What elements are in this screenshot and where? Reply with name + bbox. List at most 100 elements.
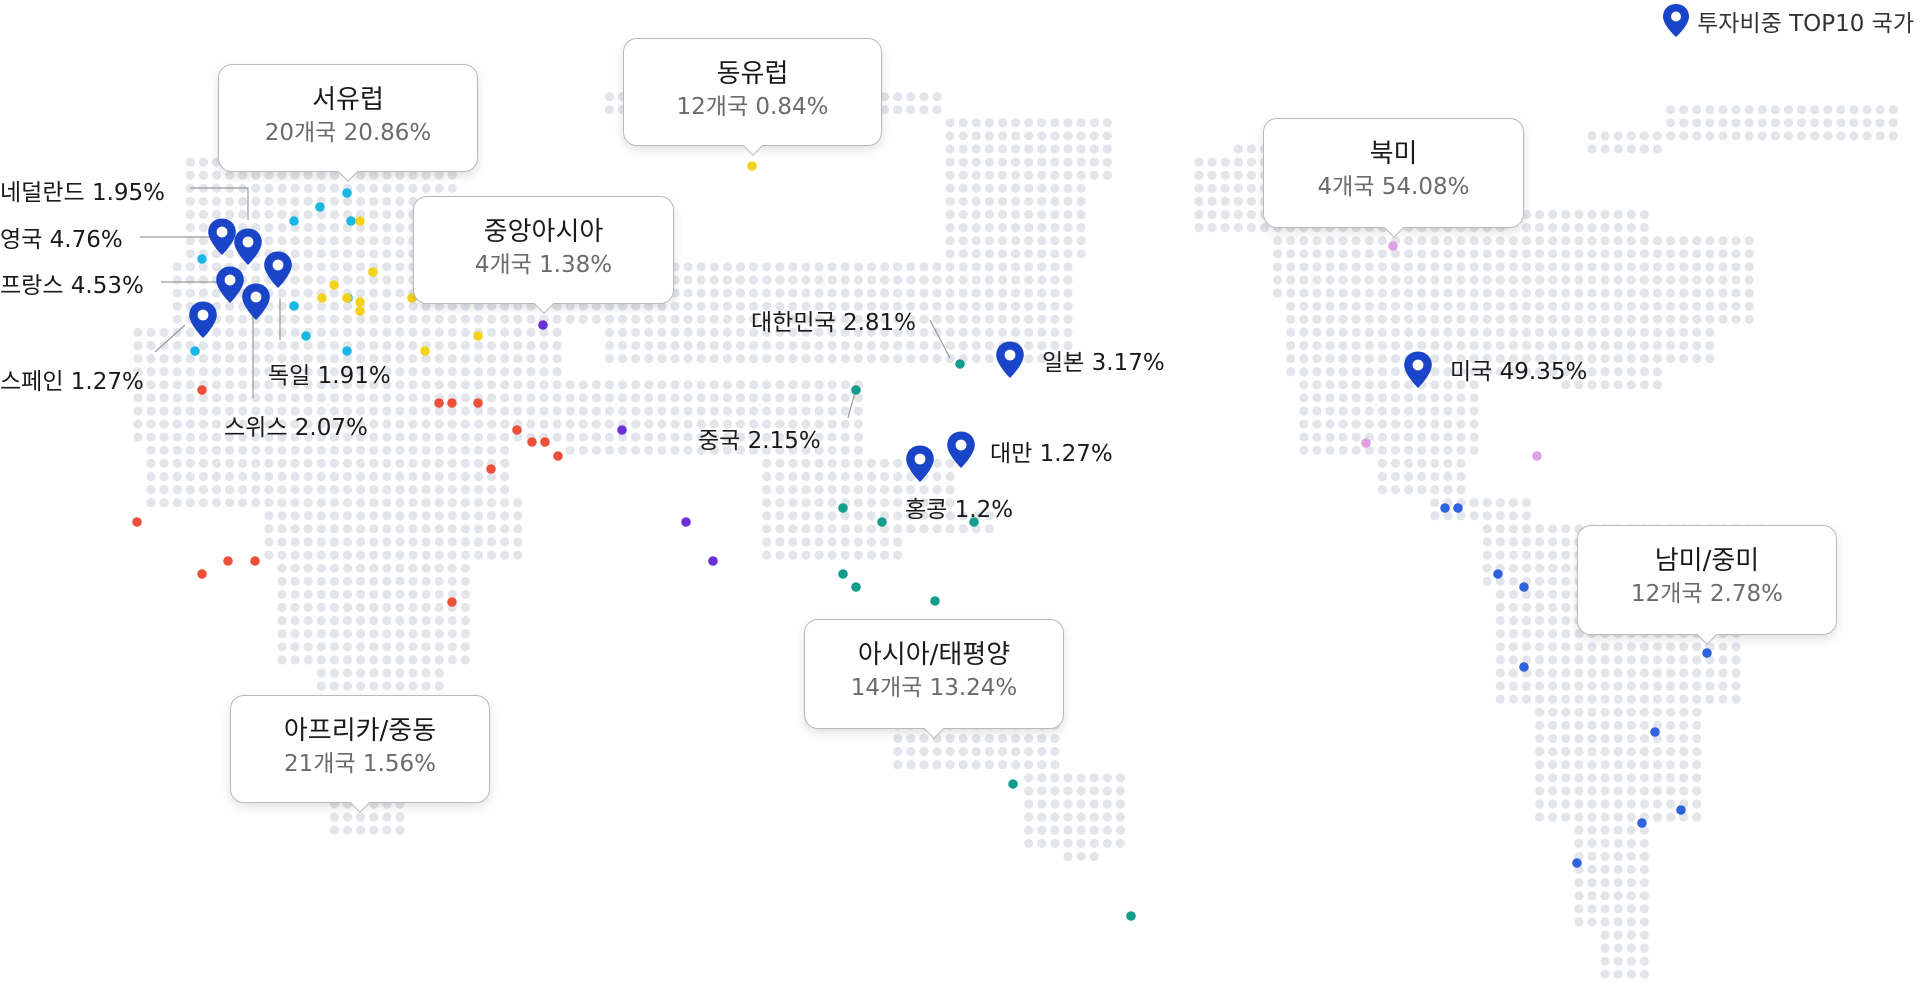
map-dot-1613 [500, 393, 510, 403]
map-dot-1157 [369, 327, 379, 337]
map-dot-1938 [251, 458, 261, 468]
region-dot-western_europe-9 [346, 216, 356, 226]
map-dot-1085 [840, 314, 850, 324]
map-dot-998 [1286, 301, 1296, 311]
map-dot-997 [1063, 301, 1073, 311]
map-dot-230 [369, 170, 379, 180]
map-dot-2851 [1024, 733, 1034, 744]
map-dot-1117 [1469, 314, 1479, 324]
map-dot-1350 [225, 354, 235, 364]
map-dot-1204 [1024, 327, 1034, 337]
map-dot-84 [1679, 118, 1689, 128]
map-dot-136 [1875, 131, 1885, 141]
map-dot-1774 [775, 419, 785, 429]
map-dot-1244 [172, 340, 182, 351]
map-dot-2745 [1561, 694, 1571, 704]
region-callout-latin-america[interactable]: 남미/중미 12개국 2.78% [1577, 525, 1837, 635]
region-dot-eastern_europe-9 [420, 346, 430, 356]
map-dot-380 [1024, 209, 1034, 220]
map-dot-901 [1390, 288, 1401, 298]
map-dot-2389 [382, 576, 392, 586]
map-dot-683 [1312, 262, 1322, 272]
map-dot-441 [1220, 223, 1230, 233]
map-dot-239 [971, 170, 981, 180]
map-dot-1540 [565, 380, 575, 390]
map-dot-1690 [591, 406, 602, 416]
map-dot-1659 [185, 406, 195, 416]
map-dot-1913 [827, 445, 837, 455]
map-dot-481 [290, 236, 300, 246]
map-dot-2317 [840, 550, 850, 560]
map-dot-242 [1011, 170, 1021, 180]
map-dot-1031 [1718, 301, 1728, 311]
map-dot-69 [1888, 105, 1898, 115]
map-dot-768 [840, 275, 850, 285]
map-dot-96 [1836, 118, 1846, 128]
map-dot-333 [997, 196, 1008, 206]
map-dot-819 [1705, 275, 1715, 285]
map-dot-1982 [172, 471, 182, 482]
map-dot-862 [683, 288, 693, 298]
map-dot-822 [1744, 275, 1754, 285]
region-callout-eastern-europe[interactable]: 동유럽 12개국 0.84% [623, 38, 882, 146]
map-dot-429 [958, 223, 968, 233]
region-callout-central-asia[interactable]: 중앙아시아 4개국 1.38% [413, 196, 674, 304]
map-dot-2384 [316, 576, 326, 586]
map-dot-2257 [513, 537, 523, 547]
region-callout-asia-pacific[interactable]: 아시아/태평양 14개국 13.24% [804, 619, 1064, 729]
map-dot-1425 [1456, 354, 1466, 364]
map-dot-1707 [814, 406, 824, 416]
map-dot-1554 [749, 380, 759, 390]
legend-label: 투자비중 TOP10 국가 [1697, 11, 1914, 37]
map-dot-654 [735, 262, 746, 272]
map-dot-3085 [1613, 851, 1623, 862]
map-dot-2218 [1508, 524, 1518, 534]
map-dot-1966 [866, 458, 877, 468]
map-dot-1149 [264, 327, 274, 337]
map-dot-1045 [316, 314, 326, 324]
map-dot-1303 [984, 340, 995, 351]
map-dot-709 [1652, 262, 1663, 272]
map-dot-973 [749, 301, 759, 311]
map-dot-702 [1561, 262, 1571, 272]
region-name: 아프리카/중동 [283, 716, 437, 746]
map-dot-572 [1063, 249, 1073, 259]
map-dot-2596 [1718, 642, 1728, 652]
map-dot-2203 [827, 524, 837, 534]
map-dot-1667 [290, 406, 300, 416]
map-dot-479 [264, 236, 274, 246]
map-dot-1630 [722, 393, 733, 403]
map-dot-1466 [408, 367, 418, 377]
map-dot-1688 [565, 406, 575, 416]
region-callout-north-america[interactable]: 북미 4개국 54.08% [1263, 118, 1524, 228]
map-dot-3064 [1639, 825, 1649, 835]
map-dot-946 [395, 301, 405, 311]
map-dot-501 [1037, 236, 1047, 246]
map-dot-469 [1600, 223, 1610, 233]
map-dot-823 [172, 288, 182, 298]
map-dot-782 [1024, 275, 1034, 285]
map-dot-2390 [395, 576, 405, 586]
map-dot-2505 [1548, 616, 1558, 626]
map-dot-2148 [473, 511, 484, 521]
map-dot-1706 [801, 406, 811, 416]
map-dot-432 [997, 223, 1008, 233]
region-callout-africa-middle-east[interactable]: 아프리카/중동 21개국 1.56% [230, 695, 490, 803]
map-dot-3132 [1626, 969, 1636, 979]
region-callout-western-europe[interactable]: 서유럽 20개국 20.86% [218, 64, 478, 172]
map-dot-1607 [421, 393, 431, 403]
map-dot-2669 [1587, 668, 1597, 678]
map-dot-2271 [1508, 537, 1518, 547]
map-dot-1247 [211, 340, 222, 351]
map-dot-1975 [1404, 458, 1414, 468]
map-dot-1461 [342, 367, 353, 377]
map-dot-1452 [225, 367, 235, 377]
map-dot-2155 [801, 511, 811, 521]
map-dot-1082 [801, 314, 811, 324]
map-dot-1563 [1299, 380, 1309, 390]
map-dot-2921 [997, 760, 1008, 770]
map-dot-1210 [1312, 327, 1322, 337]
map-dot-2029 [1456, 471, 1466, 482]
map-dot-1329 [1535, 340, 1545, 351]
map-dot-3035 [1574, 812, 1584, 822]
